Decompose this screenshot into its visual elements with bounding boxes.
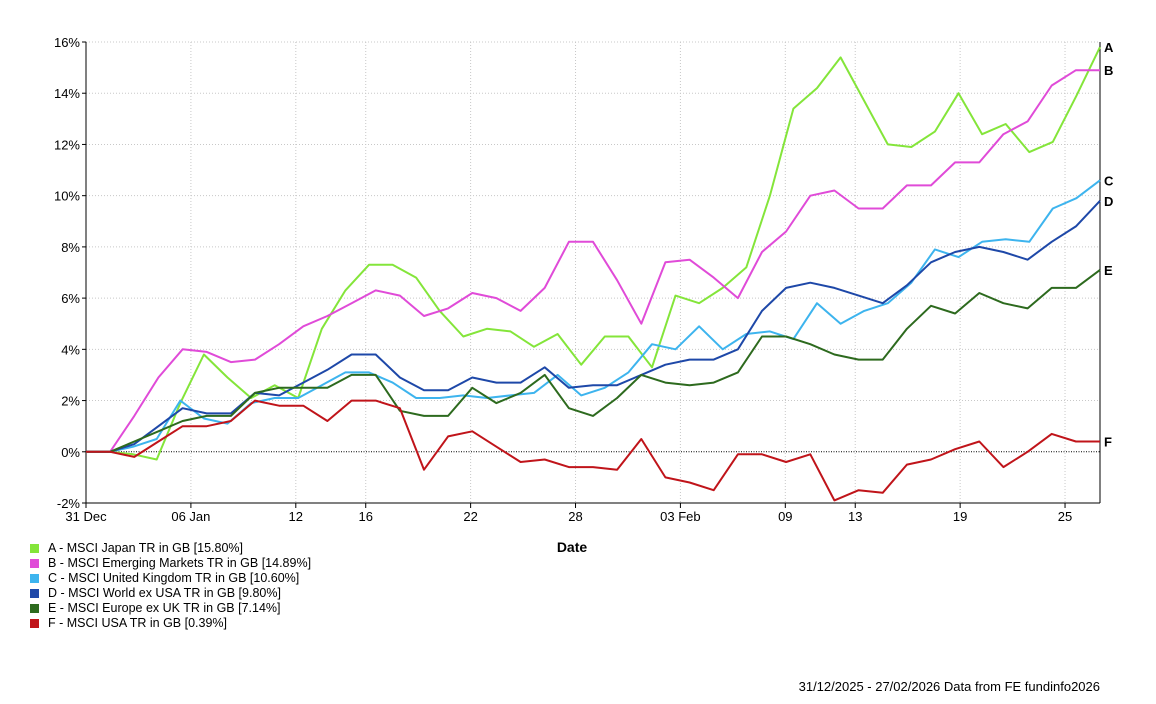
x-tick-label: 06 Jan [171,509,210,524]
x-tick-label: 25 [1058,509,1072,524]
x-tick-label: 09 [778,509,792,524]
series-line-b [86,69,1100,453]
y-tick-label: 2% [61,394,80,409]
legend-item: D - MSCI World ex USA TR in GB [9.80%] [30,586,311,601]
legend-label: C - MSCI United Kingdom TR in GB [10.60%… [48,571,300,585]
line-chart: -2% 0% 2% 4% 6% 8% 10% 12% 14% 16% 31 Dec 06 Jan 12… [54,35,1114,555]
series-end-labels: AB CD E F [1104,40,1114,449]
y-tick-label: 8% [61,240,80,255]
legend-label: E - MSCI Europe ex UK TR in GB [7.14%] [48,601,281,615]
legend-swatch [30,604,39,613]
series-line-e [86,269,1101,453]
series-end-label-f: F [1104,435,1112,450]
x-axis-ticks: 31 Dec 06 Jan 12 16 22 28 03 Feb 09 13 19 25 [65,503,1072,524]
legend-swatch [30,619,39,628]
legend-label: D - MSCI World ex USA TR in GB [9.80%] [48,586,281,600]
x-tick-label: 03 Feb [660,509,700,524]
series-end-label-b: B [1104,63,1113,78]
series-line-f [86,399,1100,502]
y-axis-ticks: -2% 0% 2% 4% 6% 8% 10% 12% 14% 16% [54,35,86,511]
x-tick-label: 31 Dec [65,509,107,524]
y-tick-label: 6% [61,291,80,306]
legend-swatch [30,559,39,568]
series-line-c [86,179,1101,453]
y-tick-label: 12% [54,137,80,152]
series-end-label-d: D [1104,194,1113,209]
x-tick-label: 12 [289,509,303,524]
legend-label: B - MSCI Emerging Markets TR in GB [14.8… [48,556,312,570]
series-end-label-a: A [1104,40,1114,55]
x-tick-label: 22 [463,509,477,524]
y-tick-label: 10% [54,189,80,204]
series-lines [86,46,1101,502]
legend-item: B - MSCI Emerging Markets TR in GB [14.8… [30,556,311,571]
series-end-label-c: C [1104,173,1114,188]
footer-source: 31/12/2025 - 27/02/2026 Data from FE fun… [798,679,1100,694]
series-end-label-e: E [1104,263,1113,278]
x-tick-label: 19 [953,509,967,524]
legend-swatch [30,574,39,583]
y-tick-label: -2% [57,496,81,511]
axes [85,42,1101,504]
y-tick-label: 14% [54,86,80,101]
legend-item: A - MSCI Japan TR in GB [15.80%] [30,541,311,556]
series-line-a [86,46,1101,461]
x-tick-label: 13 [848,509,862,524]
y-tick-label: 16% [54,35,80,50]
legend-label: F - MSCI USA TR in GB [0.39%] [48,616,227,630]
y-tick-label: 0% [61,445,80,460]
x-axis-title: Date [557,539,588,555]
legend: A - MSCI Japan TR in GB [15.80%] B - MSCI… [30,541,311,631]
legend-item: C - MSCI United Kingdom TR in GB [10.60%… [30,571,311,586]
x-tick-label: 28 [568,509,582,524]
legend-swatch [30,589,39,598]
legend-item: F - MSCI USA TR in GB [0.39%] [30,616,311,631]
legend-label: A - MSCI Japan TR in GB [15.80%] [48,541,243,555]
x-tick-label: 16 [358,509,372,524]
legend-item: E - MSCI Europe ex UK TR in GB [7.14%] [30,601,311,616]
y-tick-label: 4% [61,342,80,357]
legend-swatch [30,544,39,553]
